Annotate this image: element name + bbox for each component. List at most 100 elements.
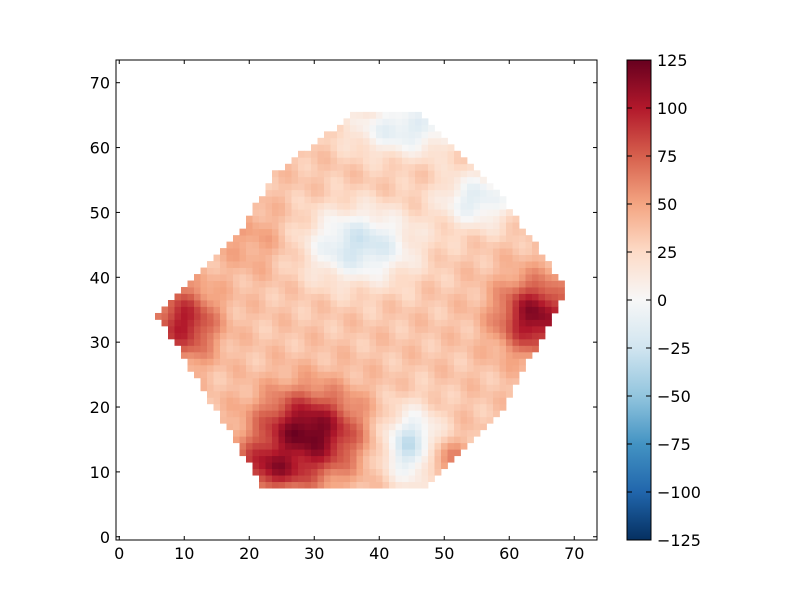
heatmap-cell	[421, 241, 429, 249]
heatmap-cell	[356, 150, 364, 158]
heatmap-cell	[304, 397, 312, 405]
heatmap-cell	[473, 248, 481, 255]
heatmap-cell	[278, 351, 286, 359]
heatmap-cell	[278, 235, 286, 243]
heatmap-cell	[376, 287, 383, 294]
heatmap-cell	[330, 163, 338, 171]
heatmap-cell	[330, 222, 338, 230]
heatmap-cell	[278, 345, 286, 353]
heatmap-cell	[343, 202, 351, 210]
heatmap-cell	[421, 150, 429, 158]
heatmap-cell	[181, 312, 188, 320]
heatmap-cell	[402, 345, 409, 353]
heatmap-cell	[252, 377, 260, 385]
heatmap-cell	[285, 254, 292, 262]
heatmap-cell	[343, 390, 351, 398]
heatmap-cell	[278, 403, 286, 411]
heatmap-cell	[259, 293, 266, 301]
heatmap-cell	[259, 332, 266, 340]
heatmap-cell	[467, 384, 474, 392]
heatmap-cell	[220, 248, 227, 255]
heatmap-cell	[447, 261, 455, 268]
heatmap-cell	[259, 481, 266, 489]
heatmap-cell	[259, 364, 266, 372]
heatmap-cell	[499, 274, 507, 281]
heatmap-cell	[363, 215, 370, 223]
heatmap-cell	[246, 429, 253, 437]
heatmap-cell	[239, 228, 247, 236]
heatmap-cell	[525, 319, 533, 327]
x-tick-label: 70	[564, 544, 584, 563]
heatmap-cell	[382, 475, 390, 483]
heatmap-cell	[428, 163, 435, 171]
heatmap-cell	[343, 468, 351, 476]
y-tick-label: 30	[90, 333, 110, 352]
heatmap-cell	[525, 351, 533, 359]
heatmap-cell	[402, 137, 409, 145]
y-tick-label: 60	[90, 139, 110, 158]
heatmap-cell	[519, 274, 526, 281]
heatmap-cell	[304, 384, 312, 392]
heatmap-cell	[408, 416, 416, 424]
heatmap-cell	[356, 170, 364, 178]
heatmap-cell	[434, 462, 442, 470]
heatmap-cell	[278, 300, 286, 307]
heatmap-cell	[298, 222, 305, 230]
heatmap-cell	[350, 248, 357, 255]
heatmap-cell	[259, 351, 266, 359]
heatmap-cell	[428, 261, 435, 268]
heatmap-cell	[330, 137, 338, 145]
heatmap-cell	[330, 358, 338, 366]
heatmap-cell	[454, 403, 461, 411]
heatmap-cell	[480, 267, 487, 275]
heatmap-cell	[408, 300, 416, 307]
heatmap-cell	[324, 215, 331, 223]
heatmap-cell	[408, 170, 416, 178]
heatmap-cell	[499, 215, 507, 223]
heatmap-cell	[460, 274, 468, 281]
heatmap-cell	[545, 287, 552, 294]
heatmap-cell	[330, 254, 338, 262]
heatmap-cell	[181, 306, 188, 314]
heatmap-cell	[428, 449, 435, 457]
heatmap-cell	[259, 300, 266, 307]
heatmap-cell	[291, 241, 299, 249]
heatmap-cell	[298, 481, 305, 489]
heatmap-cell	[350, 131, 357, 139]
heatmap-cell	[194, 300, 201, 307]
heatmap-cell	[252, 274, 260, 281]
heatmap-cell	[512, 306, 520, 314]
heatmap-cell	[434, 319, 442, 327]
heatmap-cell	[434, 442, 442, 450]
heatmap-cell	[532, 300, 539, 307]
heatmap-cell	[428, 215, 435, 223]
heatmap-cell	[415, 241, 422, 249]
heatmap-cell	[447, 364, 455, 372]
heatmap-cell	[200, 287, 208, 294]
heatmap-cell	[291, 209, 299, 217]
heatmap-cell	[376, 325, 383, 333]
heatmap-cell	[304, 312, 312, 320]
heatmap-cell	[376, 436, 383, 444]
heatmap-cell	[226, 423, 234, 431]
heatmap-cell	[324, 274, 331, 281]
heatmap-cell	[415, 416, 422, 424]
heatmap-cell	[252, 468, 260, 476]
heatmap-cell	[233, 436, 240, 444]
heatmap-cell	[239, 410, 247, 418]
heatmap-cell	[337, 462, 344, 470]
heatmap-cell	[447, 183, 455, 191]
heatmap-cell	[454, 436, 461, 444]
heatmap-cell	[239, 449, 247, 457]
heatmap-cell	[259, 325, 266, 333]
heatmap-cell	[454, 325, 461, 333]
heatmap-cell	[330, 235, 338, 243]
heatmap-cell	[402, 384, 409, 392]
heatmap-cell	[519, 280, 526, 288]
heatmap-cell	[187, 358, 195, 366]
heatmap-cell	[486, 248, 494, 255]
heatmap-cell	[408, 118, 416, 126]
heatmap-cell	[311, 436, 318, 444]
x-tick-label: 10	[174, 544, 194, 563]
heatmap-cell	[460, 202, 468, 210]
